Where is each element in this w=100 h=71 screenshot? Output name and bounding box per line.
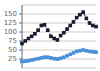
svg-text:100: 100: [8, 28, 17, 36]
svg-text:125: 125: [8, 19, 17, 27]
svg-text:150: 150: [8, 10, 17, 18]
svg-text:50: 50: [8, 46, 17, 54]
svg-text:75: 75: [8, 37, 17, 45]
svg-text:25: 25: [8, 55, 17, 63]
